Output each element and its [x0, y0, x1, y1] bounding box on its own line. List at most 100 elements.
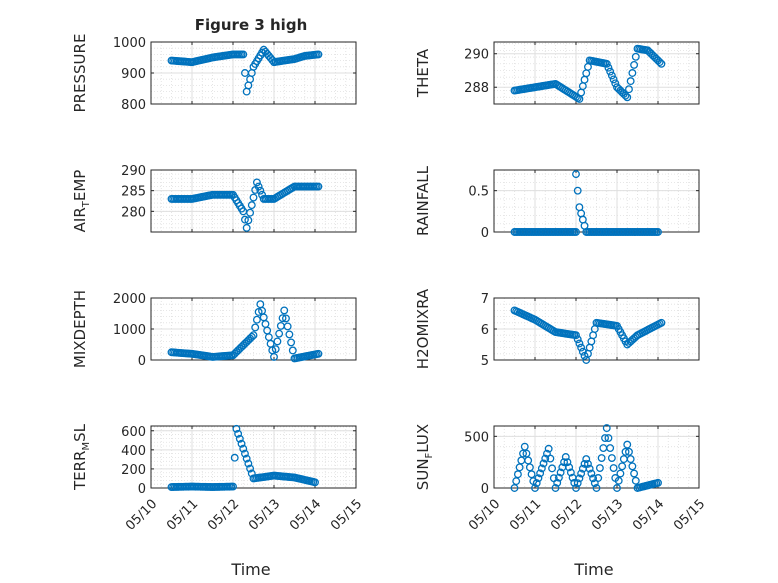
y-tick-label: 290 [121, 164, 146, 179]
data-point [578, 82, 587, 91]
data-point [625, 85, 633, 94]
data-point [589, 474, 598, 483]
data-point [601, 434, 609, 443]
y-tick-label: 0 [138, 482, 146, 497]
data-point [602, 59, 611, 68]
data-point [237, 439, 246, 448]
y-tick-label: 0 [481, 226, 489, 241]
xlabel-left: Time [230, 560, 270, 579]
data-point [283, 322, 292, 331]
y-tick-label: 0.5 [468, 185, 489, 200]
y-tick-label: 288 [464, 81, 489, 96]
data-point [510, 484, 519, 492]
data-point [554, 473, 563, 482]
y-tick-label: 7 [481, 292, 489, 307]
data-point [525, 463, 534, 472]
data-point [251, 323, 260, 332]
marker-series [167, 178, 323, 232]
y-tick-label: 0 [481, 482, 489, 497]
y-tick-label: 280 [121, 205, 146, 220]
data-point [609, 75, 618, 84]
data-point [587, 469, 596, 478]
data-point [520, 442, 529, 451]
data-point [604, 63, 613, 72]
marker-series [510, 170, 662, 236]
data-point [565, 463, 574, 472]
x-tick-label: 05/12 [205, 497, 242, 534]
data-point [314, 349, 323, 358]
data-point [607, 71, 616, 80]
data-point [614, 476, 623, 485]
y-axis-label: RAINFALL [414, 165, 432, 236]
data-point [314, 50, 323, 59]
data-point [288, 346, 297, 355]
data-point [522, 449, 531, 458]
data-point [536, 469, 545, 478]
data-point [524, 456, 533, 465]
data-point [592, 484, 601, 492]
marker-series [167, 424, 319, 491]
x-tick-label: 05/13 [589, 497, 626, 534]
axes-box [150, 425, 357, 489]
data-point [282, 314, 290, 323]
data-point [532, 479, 541, 488]
data-point [566, 468, 575, 477]
data-point [242, 454, 251, 463]
y-tick-label: 200 [121, 463, 146, 478]
data-point [241, 449, 249, 458]
y-axis-label: TERRMSL [71, 423, 92, 491]
y-tick-label: 800 [121, 98, 146, 113]
data-point [244, 459, 253, 468]
marker-series [510, 44, 666, 103]
data-point [232, 424, 241, 433]
y-axis-label: SUNFLUX [414, 424, 435, 490]
data-point [261, 320, 270, 328]
data-point [249, 331, 258, 340]
data-point [611, 79, 620, 88]
data-point [563, 458, 572, 467]
data-point [654, 228, 662, 236]
data-point [544, 444, 553, 453]
y-tick-label: 500 [464, 430, 489, 445]
data-point [626, 455, 635, 464]
data-point [311, 478, 319, 487]
data-point [287, 338, 296, 347]
x-tick-label: 05/11 [507, 497, 544, 534]
y-tick-label: 1000 [113, 36, 146, 51]
data-point [628, 69, 637, 77]
y-axis-label: AIRTEMP [71, 170, 92, 233]
x-tick-label: 05/15 [328, 497, 365, 534]
y-tick-label: 400 [121, 444, 146, 459]
data-point [314, 182, 323, 191]
data-point [256, 186, 265, 195]
data-point [597, 454, 606, 462]
data-point [631, 52, 640, 61]
data-point [271, 345, 280, 354]
data-point [252, 315, 261, 324]
subplot-theta: 288 290 THETA [414, 41, 700, 105]
data-point [573, 479, 582, 488]
data-point [242, 223, 251, 232]
data-point [534, 474, 543, 483]
data-point [556, 468, 565, 477]
data-point [626, 77, 635, 86]
data-point [616, 469, 625, 478]
data-point [513, 470, 522, 479]
data-point [604, 434, 613, 443]
data-point [584, 459, 592, 468]
data-point [655, 58, 664, 67]
data-point [623, 440, 632, 449]
data-point [531, 484, 539, 492]
data-point [623, 93, 632, 102]
data-point [273, 337, 282, 346]
axes-box [150, 169, 357, 233]
data-point [519, 449, 527, 458]
xlabel-right: Time [573, 560, 613, 579]
data-point [247, 332, 256, 341]
data-point [599, 444, 608, 452]
data-point [560, 458, 568, 467]
data-point [239, 50, 248, 59]
data-point [561, 453, 570, 461]
data-point [235, 434, 244, 443]
data-point [609, 464, 618, 472]
